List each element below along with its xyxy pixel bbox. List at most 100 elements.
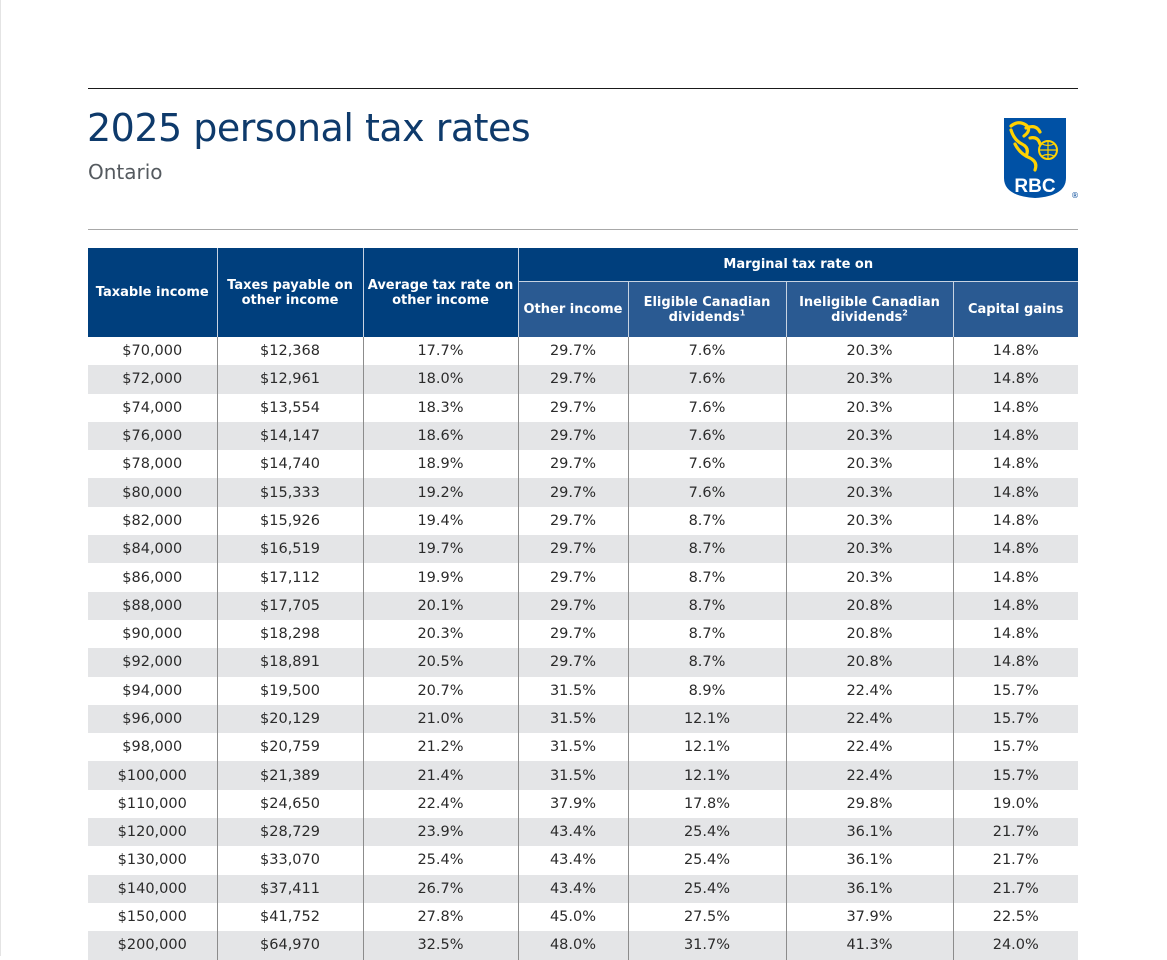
taxable-income-cell: $76,000 xyxy=(88,421,218,451)
taxable-income-cell: $96,000 xyxy=(88,704,218,734)
average-rate-cell: 18.0% xyxy=(363,365,519,394)
header-eligible-dividends: Eligible Canadian dividends1 xyxy=(628,281,787,337)
marginal-eligible-dividends-cell: 8.9% xyxy=(628,676,787,705)
marginal-capital-gains-cell: 14.8% xyxy=(953,591,1079,620)
marginal-capital-gains-cell: 14.8% xyxy=(953,563,1079,592)
taxes-payable-cell: $28,729 xyxy=(217,818,364,847)
marginal-eligible-dividends-cell: 7.6% xyxy=(628,421,787,451)
taxable-income-cell: $90,000 xyxy=(88,619,218,649)
table-row: $100,000 $21,389 21.4% 31.5% 12.1% 22.4% 15.7% xyxy=(88,761,1079,790)
average-rate-cell: 19.2% xyxy=(363,478,519,507)
taxes-payable-cell: $14,147 xyxy=(217,421,364,451)
average-rate-cell: 19.7% xyxy=(363,535,519,564)
marginal-ineligible-dividends-cell: 29.8% xyxy=(786,789,954,819)
taxable-income-cell: $74,000 xyxy=(88,393,218,422)
taxes-payable-cell: $33,070 xyxy=(217,846,364,875)
marginal-other-income-cell: 29.7% xyxy=(518,506,629,536)
marginal-capital-gains-cell: 14.8% xyxy=(953,421,1079,451)
marginal-eligible-dividends-cell: 12.1% xyxy=(628,704,787,734)
taxes-payable-cell: $64,970 xyxy=(217,931,364,960)
marginal-capital-gains-cell: 14.8% xyxy=(953,450,1079,479)
taxable-income-cell: $80,000 xyxy=(88,478,218,507)
table-row: $140,000 $37,411 26.7% 43.4% 25.4% 36.1% 21.7% xyxy=(88,874,1079,903)
average-rate-cell: 20.7% xyxy=(363,676,519,705)
registered-mark: ® xyxy=(1071,191,1079,200)
taxable-income-cell: $84,000 xyxy=(88,535,218,564)
marginal-other-income-cell: 29.7% xyxy=(518,563,629,592)
marginal-eligible-dividends-cell: 25.4% xyxy=(628,874,787,903)
footnote-marker-1: 1 xyxy=(739,308,746,318)
header-taxable-income: Taxable income xyxy=(88,248,218,337)
table-row: $90,000 $18,298 20.3% 29.7% 8.7% 20.8% 14.8% xyxy=(88,619,1079,649)
taxes-payable-cell: $24,650 xyxy=(217,789,364,819)
average-rate-cell: 18.9% xyxy=(363,450,519,479)
marginal-capital-gains-cell: 15.7% xyxy=(953,676,1079,705)
marginal-ineligible-dividends-cell: 36.1% xyxy=(786,874,954,903)
marginal-ineligible-dividends-cell: 20.3% xyxy=(786,563,954,592)
marginal-other-income-cell: 29.7% xyxy=(518,591,629,620)
taxable-income-cell: $92,000 xyxy=(88,648,218,677)
marginal-other-income-cell: 31.5% xyxy=(518,676,629,705)
marginal-capital-gains-cell: 14.8% xyxy=(953,619,1079,649)
marginal-other-income-cell: 29.7% xyxy=(518,478,629,507)
marginal-ineligible-dividends-cell: 20.3% xyxy=(786,506,954,536)
taxable-income-cell: $110,000 xyxy=(88,789,218,819)
taxes-payable-cell: $13,554 xyxy=(217,393,364,422)
table-row: $80,000 $15,333 19.2% 29.7% 7.6% 20.3% 14.8% xyxy=(88,478,1079,507)
table-row: $78,000 $14,740 18.9% 29.7% 7.6% 20.3% 14.8% xyxy=(88,450,1079,479)
marginal-ineligible-dividends-cell: 36.1% xyxy=(786,846,954,875)
marginal-capital-gains-cell: 15.7% xyxy=(953,704,1079,734)
marginal-other-income-cell: 43.4% xyxy=(518,846,629,875)
table-row: $98,000 $20,759 21.2% 31.5% 12.1% 22.4% 15.7% xyxy=(88,733,1079,762)
header-marginal-tax-rate-group: Marginal tax rate on xyxy=(518,248,1079,283)
marginal-ineligible-dividends-cell: 22.4% xyxy=(786,676,954,705)
marginal-eligible-dividends-cell: 8.7% xyxy=(628,535,787,564)
table-row: $86,000 $17,112 19.9% 29.7% 8.7% 20.3% 14.8% xyxy=(88,563,1079,592)
table-row: $110,000 $24,650 22.4% 37.9% 17.8% 29.8% 19.0% xyxy=(88,789,1079,819)
marginal-other-income-cell: 31.5% xyxy=(518,761,629,790)
marginal-ineligible-dividends-cell: 20.8% xyxy=(786,648,954,677)
header-eligible-dividends-label: Eligible Canadian dividends xyxy=(643,294,771,325)
table-row: $76,000 $14,147 18.6% 29.7% 7.6% 20.3% 14.8% xyxy=(88,421,1079,451)
marginal-capital-gains-cell: 24.0% xyxy=(953,931,1079,960)
table-row: $92,000 $18,891 20.5% 29.7% 8.7% 20.8% 14.8% xyxy=(88,648,1079,677)
marginal-eligible-dividends-cell: 8.7% xyxy=(628,591,787,620)
average-rate-cell: 27.8% xyxy=(363,902,519,932)
marginal-other-income-cell: 37.9% xyxy=(518,789,629,819)
taxable-income-cell: $140,000 xyxy=(88,874,218,903)
header-average-tax-rate: Average tax rate on other income xyxy=(363,248,519,337)
header-divider xyxy=(88,229,1078,230)
taxes-payable-cell: $12,961 xyxy=(217,365,364,394)
marginal-capital-gains-cell: 14.8% xyxy=(953,337,1079,366)
marginal-ineligible-dividends-cell: 20.8% xyxy=(786,591,954,620)
table-row: $120,000 $28,729 23.9% 43.4% 25.4% 36.1% 21.7% xyxy=(88,818,1079,847)
taxable-income-cell: $150,000 xyxy=(88,902,218,932)
marginal-other-income-cell: 29.7% xyxy=(518,365,629,394)
marginal-other-income-cell: 29.7% xyxy=(518,535,629,564)
province-subtitle: Ontario xyxy=(88,160,163,184)
marginal-ineligible-dividends-cell: 20.8% xyxy=(786,619,954,649)
average-rate-cell: 20.1% xyxy=(363,591,519,620)
header-taxes-payable: Taxes payable on other income xyxy=(217,248,364,337)
marginal-ineligible-dividends-cell: 20.3% xyxy=(786,365,954,394)
marginal-eligible-dividends-cell: 12.1% xyxy=(628,761,787,790)
marginal-capital-gains-cell: 22.5% xyxy=(953,902,1079,932)
average-rate-cell: 23.9% xyxy=(363,818,519,847)
marginal-ineligible-dividends-cell: 22.4% xyxy=(786,733,954,762)
marginal-eligible-dividends-cell: 7.6% xyxy=(628,393,787,422)
table-row: $96,000 $20,129 21.0% 31.5% 12.1% 22.4% 15.7% xyxy=(88,704,1079,734)
marginal-capital-gains-cell: 14.8% xyxy=(953,506,1079,536)
taxes-payable-cell: $19,500 xyxy=(217,676,364,705)
marginal-other-income-cell: 29.7% xyxy=(518,393,629,422)
taxable-income-cell: $200,000 xyxy=(88,931,218,960)
top-divider xyxy=(88,88,1078,89)
marginal-other-income-cell: 29.7% xyxy=(518,450,629,479)
marginal-capital-gains-cell: 14.8% xyxy=(953,648,1079,677)
marginal-eligible-dividends-cell: 12.1% xyxy=(628,733,787,762)
marginal-eligible-dividends-cell: 7.6% xyxy=(628,450,787,479)
average-rate-cell: 20.3% xyxy=(363,619,519,649)
header-ineligible-dividends-label: Ineligible Canadian dividends xyxy=(799,294,940,325)
marginal-ineligible-dividends-cell: 20.3% xyxy=(786,450,954,479)
taxable-income-cell: $82,000 xyxy=(88,506,218,536)
marginal-capital-gains-cell: 21.7% xyxy=(953,818,1079,847)
